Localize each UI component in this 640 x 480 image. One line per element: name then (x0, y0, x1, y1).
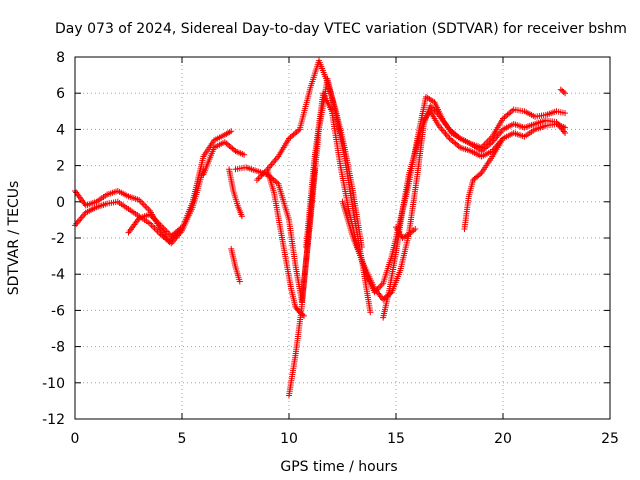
data-point (253, 177, 260, 184)
y-tick-label: -6 (51, 303, 65, 319)
data-point (562, 130, 569, 137)
data-point (562, 110, 569, 117)
series-arc-15 (461, 135, 506, 232)
series-arc-5 (228, 245, 243, 285)
y-tick-label: 4 (56, 122, 65, 138)
y-tick-label: 8 (56, 50, 65, 66)
x-tick-label: 15 (387, 431, 405, 447)
data-point (179, 224, 185, 231)
series-arc-3 (125, 211, 185, 240)
data-point (148, 222, 155, 229)
data-point (76, 217, 83, 224)
data-point (445, 133, 452, 140)
data-point (438, 125, 445, 132)
data-point (271, 158, 278, 165)
y-tick-label: -4 (51, 267, 65, 283)
data-point (441, 129, 448, 136)
y-tick-label: -2 (51, 231, 65, 247)
y-tick-label: 6 (56, 86, 65, 102)
chart-title: Day 073 of 2024, Sidereal Day-to-day VTE… (55, 21, 627, 37)
data-point (78, 214, 85, 221)
y-tick-label: 2 (56, 159, 65, 175)
data-point (269, 159, 276, 166)
data-point (255, 175, 262, 182)
data-point (142, 203, 149, 210)
data-point (80, 212, 87, 219)
data-point (228, 128, 235, 135)
x-tick-label: 0 (71, 431, 80, 447)
data-point (149, 223, 156, 230)
data-point (268, 161, 275, 168)
series-arc-16 (557, 86, 569, 97)
data-point (236, 278, 243, 285)
data-point (562, 90, 569, 97)
series-arc-9 (264, 168, 307, 319)
series-arc-13 (380, 108, 569, 321)
data-point (377, 283, 384, 290)
series-arc-6 (226, 166, 245, 220)
series-arc-4 (200, 139, 248, 178)
y-tick-label: -12 (42, 412, 65, 428)
x-axis-label: GPS time / hours (280, 459, 397, 475)
x-tick-label: 5 (178, 431, 187, 447)
y-tick-label: -10 (42, 376, 65, 392)
x-tick-label: 25 (601, 431, 619, 447)
data-point (74, 219, 81, 226)
y-tick-label: 0 (56, 195, 65, 211)
x-tick-label: 20 (494, 431, 512, 447)
data-point (241, 151, 248, 158)
data-point (439, 127, 446, 134)
y-axis-label: SDTVAR / TECUs (6, 181, 22, 296)
series-arc-8 (253, 57, 365, 251)
data-point (238, 213, 245, 220)
data-point (143, 204, 150, 211)
data-point (500, 135, 506, 142)
x-tick-label: 10 (280, 431, 298, 447)
data-point (73, 220, 80, 227)
data-point (300, 312, 307, 319)
axis-ticks: 0 5 10 15 20 25 -12 -10 -8 -6 -4 -2 0 2 4 6 8 (42, 50, 619, 447)
data-point (267, 163, 274, 170)
data-point (140, 201, 147, 208)
data-point (497, 129, 504, 136)
data-point (412, 225, 419, 232)
y-tick-label: -8 (51, 340, 65, 356)
data-point (560, 88, 567, 95)
data-point (77, 215, 84, 222)
data-point (477, 171, 484, 178)
data-point (151, 225, 158, 232)
data-points (72, 57, 569, 399)
data-point (272, 156, 279, 163)
data-point (139, 200, 146, 207)
series-arc-2 (72, 166, 207, 247)
data-point (367, 309, 374, 316)
series-arc-14 (393, 224, 419, 241)
data-point (562, 124, 569, 131)
